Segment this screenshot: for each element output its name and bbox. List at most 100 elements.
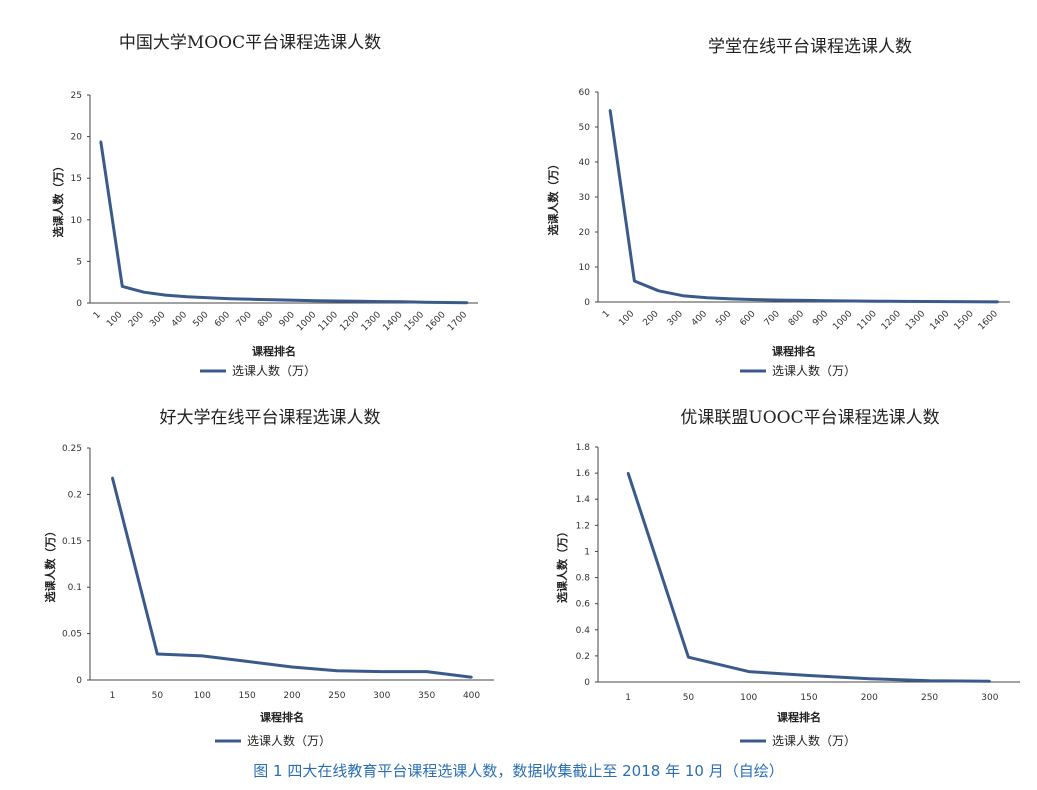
- y-axis-label: 选课人数（万）: [546, 159, 560, 236]
- x-tick-label: 1300: [360, 310, 383, 333]
- data-point: [827, 299, 830, 302]
- x-tick-label: 200: [641, 309, 660, 328]
- data-point: [290, 665, 294, 669]
- data-point: [802, 299, 806, 302]
- data-point: [851, 299, 854, 303]
- chart-title: 好大学在线平台课程选课人数: [160, 408, 381, 428]
- x-axis-label: 课程排名: [777, 710, 821, 724]
- chart-title: 优课联盟UOOC平台课程选课人数: [680, 408, 939, 428]
- x-tick-label: 100: [194, 691, 211, 701]
- x-tick-label: 150: [800, 693, 817, 703]
- data-point: [948, 300, 951, 303]
- x-tick-label: 1100: [317, 310, 340, 333]
- data-point: [747, 670, 750, 673]
- x-tick-label: 1: [92, 310, 103, 321]
- x-tick-label: 400: [463, 691, 480, 701]
- data-point: [972, 300, 975, 303]
- y-axis-label: 选课人数（万）: [51, 161, 65, 238]
- y-tick-label: 10: [71, 216, 83, 226]
- data-point: [142, 290, 146, 294]
- x-tick-label: 400: [690, 309, 709, 328]
- data-point: [633, 279, 636, 283]
- data-point: [111, 476, 114, 479]
- x-tick-label: 600: [213, 310, 232, 329]
- data-point: [687, 655, 690, 659]
- y-tick-label: 40: [579, 158, 591, 168]
- y-tick-label: 5: [76, 257, 82, 267]
- data-point: [988, 680, 992, 683]
- y-tick-label: 1: [584, 547, 590, 557]
- data-point: [657, 289, 660, 292]
- data-point: [336, 299, 340, 303]
- x-tick-label: 1600: [977, 309, 1000, 332]
- y-tick-label: 0.2: [68, 490, 82, 500]
- y-tick-label: 1.6: [576, 469, 591, 479]
- data-point: [608, 109, 612, 112]
- data-point: [315, 299, 318, 302]
- legend-label: 选课人数（万）: [247, 733, 331, 748]
- y-tick-label: 30: [579, 193, 591, 203]
- x-tick-label: 1000: [295, 310, 318, 333]
- y-tick-label: 0: [584, 298, 590, 308]
- chart-panel-4: 优课联盟UOOC平台课程选课人数 0 0.2 0.4 0.6 0.8 1 1.2 1.4 1.6 1…: [555, 408, 1020, 748]
- x-tick-label: 800: [787, 309, 806, 328]
- data-point: [250, 298, 253, 301]
- x-tick-label: 1400: [928, 309, 951, 332]
- y-tick-label: 10: [579, 263, 591, 273]
- y-tick-label: 1.8: [576, 443, 591, 453]
- y-tick-label: 0.6: [576, 600, 591, 610]
- y-tick-label: 0: [584, 678, 590, 688]
- data-point: [156, 652, 159, 656]
- y-tick-label: 50: [579, 123, 591, 133]
- legend-label: 选课人数（万）: [772, 363, 856, 378]
- x-tick-label: 300: [373, 691, 390, 701]
- data-point: [401, 300, 404, 304]
- data-point: [245, 660, 249, 663]
- data-point: [293, 299, 296, 302]
- data-point: [380, 670, 383, 673]
- x-tick-label: 1200: [880, 309, 903, 332]
- x-tick-label: 200: [127, 310, 146, 329]
- series-line: [110, 477, 472, 679]
- data-point: [730, 297, 733, 301]
- data-point: [207, 296, 210, 300]
- data-point: [228, 297, 232, 300]
- x-tick-label: 200: [861, 693, 878, 703]
- x-tick-label: 100: [105, 310, 124, 329]
- data-point: [996, 300, 1000, 304]
- y-tick-label: 0.8: [576, 574, 591, 584]
- data-point: [705, 296, 709, 299]
- data-point: [358, 300, 361, 303]
- x-tick-label: 1300: [904, 309, 927, 332]
- y-tick-label: 0.2: [576, 652, 590, 662]
- x-tick-label: 1: [110, 691, 116, 701]
- y-axis-label: 选课人数（万）: [555, 526, 569, 603]
- y-tick-label: 1.2: [576, 521, 590, 531]
- x-tick-label: 700: [763, 309, 782, 328]
- y-tick-label: 1.4: [576, 495, 591, 505]
- data-point: [899, 300, 903, 303]
- legend-label: 选课人数（万）: [232, 363, 316, 378]
- data-point: [470, 676, 473, 679]
- data-point: [121, 285, 124, 288]
- x-tick-label: 300: [666, 309, 685, 328]
- series-line: [626, 472, 990, 683]
- figure-caption: 图 1 四大在线教育平台课程选课人数，数据收集截止至 2018 年 10 月（自…: [253, 762, 784, 780]
- x-tick-label: 800: [256, 310, 275, 329]
- data-point: [379, 300, 383, 303]
- data-point: [425, 670, 428, 673]
- x-tick-label: 1100: [856, 309, 879, 332]
- series-line: [99, 141, 468, 305]
- data-point: [754, 298, 757, 301]
- data-point: [928, 679, 931, 682]
- x-tick-label: 100: [740, 693, 757, 703]
- data-point: [681, 294, 685, 297]
- y-tick-label: 0: [76, 676, 82, 686]
- x-tick-label: 1000: [831, 309, 854, 332]
- x-tick-label: 50: [152, 691, 164, 701]
- y-tick-label: 0.05: [62, 630, 82, 640]
- data-point: [868, 677, 871, 680]
- y-tick-label: 20: [579, 228, 591, 238]
- x-tick-label: 300: [981, 693, 998, 703]
